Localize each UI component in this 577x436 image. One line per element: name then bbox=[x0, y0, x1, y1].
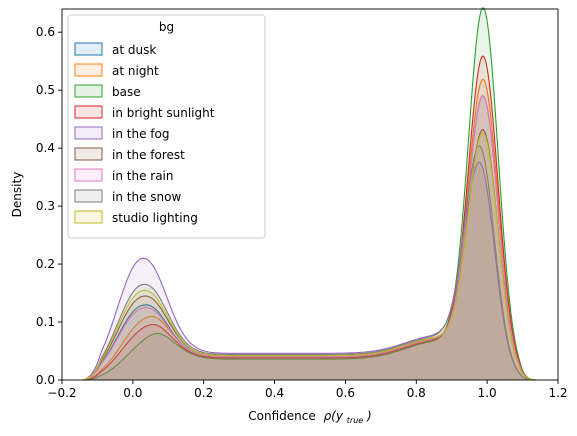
legend-swatch bbox=[74, 126, 103, 140]
legend-item: in the fog bbox=[74, 126, 169, 141]
legend-swatch bbox=[74, 63, 103, 77]
x-tick-label: 0.2 bbox=[194, 386, 213, 400]
y-axis: 0.0 0.1 0.2 0.3 0.4 0.5 0.6 bbox=[36, 25, 62, 387]
x-axis-label-text: Confidence bbox=[248, 409, 315, 423]
x-axis-label-close: ) bbox=[366, 409, 372, 423]
legend-label: in the forest bbox=[112, 148, 185, 162]
x-tick-label: 0.4 bbox=[265, 386, 284, 400]
density-line bbox=[83, 6, 537, 381]
legend-label: at dusk bbox=[112, 43, 156, 57]
legend-item: base bbox=[74, 84, 141, 99]
legend-item: in bright sunlight bbox=[74, 105, 215, 120]
y-tick-label: 0.4 bbox=[36, 141, 55, 155]
legend: bg at dusk at night base in bright sunlight… bbox=[67, 14, 266, 239]
legend-label: in the snow bbox=[112, 190, 181, 204]
x-tick-label: 0.8 bbox=[407, 386, 426, 400]
series-base bbox=[83, 6, 537, 381]
density-line bbox=[83, 131, 537, 381]
x-tick-label: −0.2 bbox=[47, 386, 76, 400]
x-axis-label-math: ρ(y bbox=[324, 409, 344, 423]
legend-label: studio lighting bbox=[112, 211, 198, 225]
area-fill bbox=[83, 95, 537, 381]
density-line bbox=[83, 145, 537, 381]
series-in-the-rain bbox=[83, 94, 537, 381]
legend-swatch bbox=[74, 84, 103, 98]
x-tick-label: 1.0 bbox=[478, 386, 497, 400]
density-line bbox=[83, 94, 537, 381]
density-areas bbox=[83, 6, 537, 381]
x-tick-label: 0.0 bbox=[123, 386, 142, 400]
legend-label: in bright sunlight bbox=[112, 106, 215, 120]
legend-swatch bbox=[74, 189, 103, 203]
y-tick-label: 0.1 bbox=[36, 315, 55, 329]
x-axis-label-subscript: true bbox=[347, 416, 363, 425]
legend-item: in the snow bbox=[74, 189, 181, 204]
legend-swatch bbox=[74, 105, 103, 119]
legend-label: at night bbox=[112, 64, 159, 78]
x-axis: −0.2 0.0 0.2 0.4 0.6 0.8 1.0 1.2 bbox=[47, 380, 568, 400]
legend-swatch bbox=[74, 42, 103, 56]
legend-item: in the forest bbox=[74, 147, 185, 162]
legend-items: at dusk at night base in bright sunlight in … bbox=[74, 42, 215, 225]
area-fill bbox=[83, 79, 537, 381]
y-tick-label: 0.0 bbox=[36, 373, 55, 387]
area-fill bbox=[83, 162, 537, 380]
legend-item: at dusk bbox=[74, 42, 156, 57]
area-fill bbox=[83, 7, 537, 380]
legend-label: base bbox=[112, 85, 141, 99]
area-fill bbox=[83, 129, 537, 380]
y-tick-label: 0.3 bbox=[36, 199, 55, 213]
y-tick-label: 0.2 bbox=[36, 257, 55, 271]
area-fill bbox=[83, 132, 537, 380]
legend-swatch bbox=[74, 168, 103, 182]
y-tick-label: 0.6 bbox=[36, 25, 55, 39]
legend-item: studio lighting bbox=[74, 210, 198, 225]
legend-item: at night bbox=[74, 63, 159, 78]
area-fill bbox=[83, 56, 537, 381]
legend-title: bg bbox=[159, 20, 174, 34]
series-studio-lighting bbox=[83, 131, 537, 381]
legend-label: in the rain bbox=[112, 169, 174, 183]
area-fill bbox=[83, 146, 537, 380]
y-axis-label: Density bbox=[10, 172, 24, 218]
legend-label: in the fog bbox=[112, 127, 169, 141]
legend-swatch bbox=[74, 210, 103, 224]
area-fill bbox=[83, 95, 537, 381]
plot-frame bbox=[61, 8, 559, 381]
x-tick-label: 0.6 bbox=[336, 386, 355, 400]
series-in-the-snow bbox=[83, 145, 537, 381]
x-tick-label: 1.2 bbox=[548, 386, 567, 400]
y-tick-label: 0.5 bbox=[36, 83, 55, 97]
legend-swatch bbox=[74, 147, 103, 161]
legend-box bbox=[67, 14, 266, 239]
legend-item: in the rain bbox=[74, 168, 174, 183]
x-axis-label: Confidence ρ(y true ) bbox=[248, 409, 371, 426]
